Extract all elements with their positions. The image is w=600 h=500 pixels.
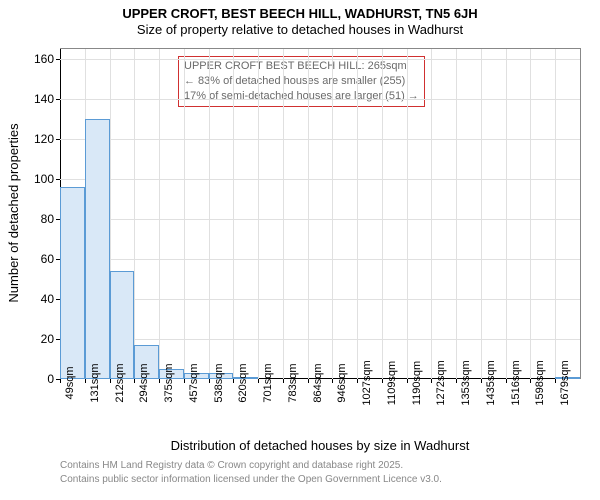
grid-line-v (555, 49, 556, 379)
x-tick-label: 864sqm (312, 363, 324, 402)
x-tick (184, 379, 185, 383)
x-tick-label: 1109sqm (386, 361, 398, 405)
annotation-line2: ← 83% of detached houses are smaller (25… (184, 74, 419, 89)
x-tick-label: 212sqm (114, 363, 126, 402)
x-tick (332, 379, 333, 383)
x-tick-label: 375sqm (163, 363, 175, 402)
x-tick (431, 379, 432, 383)
x-tick-label: 620sqm (237, 363, 249, 402)
x-tick-label: 1435sqm (485, 360, 497, 405)
grid-line-v (332, 49, 333, 379)
grid-line-v (506, 49, 507, 379)
x-tick (407, 379, 408, 383)
x-axis-label: Distribution of detached houses by size … (60, 438, 580, 453)
y-tick-label: 60 (41, 252, 54, 266)
footer-licence: Contains public sector information licen… (60, 474, 442, 485)
x-tick-label: 131sqm (89, 363, 101, 402)
x-tick (308, 379, 309, 383)
grid-line-h (60, 139, 580, 140)
x-tick (506, 379, 507, 383)
y-tick-label: 140 (34, 92, 54, 106)
grid-line-h (60, 59, 580, 60)
x-tick-label: 538sqm (213, 363, 225, 402)
grid-line-v (233, 49, 234, 379)
y-tick (56, 179, 60, 180)
plot-area: UPPER CROFT BEST BEECH HILL: 265sqm ← 83… (60, 48, 581, 379)
x-tick-label: 946sqm (336, 363, 348, 402)
x-tick-label: 1190sqm (411, 361, 423, 405)
y-tick-label: 20 (41, 332, 54, 346)
chart-title-sub: Size of property relative to detached ho… (0, 21, 600, 37)
grid-line-v (283, 49, 284, 379)
y-tick-label: 120 (34, 132, 54, 146)
y-tick-label: 80 (41, 212, 54, 226)
annotation-line3: 17% of semi-detached houses are larger (… (184, 89, 419, 104)
x-tick (60, 379, 61, 383)
grid-line-v (407, 49, 408, 379)
x-tick (456, 379, 457, 383)
x-tick-label: 294sqm (138, 363, 150, 402)
x-tick (233, 379, 234, 383)
x-tick-label: 1027sqm (361, 360, 373, 405)
x-tick (209, 379, 210, 383)
grid-line-v (308, 49, 309, 379)
x-tick-label: 1679sqm (559, 360, 571, 405)
y-tick (56, 99, 60, 100)
x-tick-label: 1516sqm (510, 360, 522, 405)
grid-line-v (134, 49, 135, 379)
x-tick-label: 701sqm (262, 363, 274, 402)
y-axis-label: Number of detached properties (6, 123, 21, 302)
x-tick (258, 379, 259, 383)
histogram-bar (85, 119, 110, 379)
grid-line-h (60, 259, 580, 260)
footer-copyright: Contains HM Land Registry data © Crown c… (60, 460, 403, 471)
grid-line-v (382, 49, 383, 379)
grid-line-v (258, 49, 259, 379)
y-tick (56, 59, 60, 60)
grid-line-h (60, 179, 580, 180)
x-tick (85, 379, 86, 383)
y-tick-label: 160 (34, 52, 54, 66)
histogram-bar (60, 187, 85, 379)
chart-container: UPPER CROFT, BEST BEECH HILL, WADHURST, … (0, 0, 600, 500)
x-tick-label: 1353sqm (460, 360, 472, 405)
grid-line-h (60, 99, 580, 100)
grid-line-v (159, 49, 160, 379)
x-tick-label: 49sqm (64, 366, 76, 399)
grid-line-v (530, 49, 531, 379)
y-tick-label: 40 (41, 292, 54, 306)
x-tick (530, 379, 531, 383)
grid-line-v (481, 49, 482, 379)
y-tick (56, 139, 60, 140)
grid-line-v (209, 49, 210, 379)
x-tick-label: 457sqm (188, 363, 200, 402)
grid-line-h (60, 339, 580, 340)
x-tick (382, 379, 383, 383)
grid-line-v (456, 49, 457, 379)
x-tick (134, 379, 135, 383)
grid-line-v (431, 49, 432, 379)
x-tick (357, 379, 358, 383)
x-tick (555, 379, 556, 383)
y-tick-label: 0 (47, 372, 54, 386)
x-tick-label: 1272sqm (435, 360, 447, 405)
annotation-line1: UPPER CROFT BEST BEECH HILL: 265sqm (184, 59, 419, 74)
chart-title-main: UPPER CROFT, BEST BEECH HILL, WADHURST, … (0, 0, 600, 21)
x-tick (159, 379, 160, 383)
x-tick (110, 379, 111, 383)
grid-line-v (184, 49, 185, 379)
grid-line-v (357, 49, 358, 379)
y-tick-label: 100 (34, 172, 54, 186)
x-tick-label: 783sqm (287, 363, 299, 402)
grid-line-h (60, 299, 580, 300)
grid-line-h (60, 219, 580, 220)
x-tick-label: 1598sqm (534, 360, 546, 405)
x-tick (283, 379, 284, 383)
x-tick (481, 379, 482, 383)
